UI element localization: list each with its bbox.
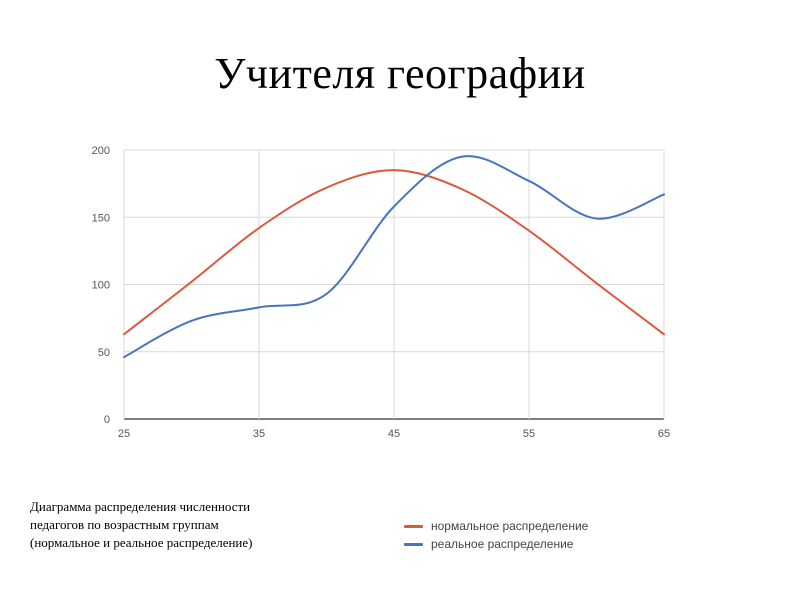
x-tick-label: 55 <box>523 428 535 440</box>
caption-line-3: (нормальное и реальное распределение) <box>30 535 253 550</box>
y-tick-label: 200 <box>92 145 110 157</box>
legend-label-normal: нормальное распределение <box>431 519 589 533</box>
legend-item-normal: нормальное распределение <box>404 517 588 535</box>
chart-legend: нормальное распределение реальное распре… <box>404 517 588 553</box>
slide-title: Учителя географии <box>214 49 586 98</box>
x-tick-label: 45 <box>388 428 400 440</box>
x-tick-label: 25 <box>118 428 130 440</box>
legend-label-real: реальное распределение <box>431 537 574 551</box>
x-tick-label: 65 <box>658 428 670 440</box>
chart-axes: 0 50 100 150 200 25 35 45 55 65 <box>92 145 670 440</box>
legend-swatch-normal <box>404 524 423 528</box>
series-line-normal <box>123 169 665 336</box>
y-tick-label: 50 <box>98 347 110 359</box>
chart-series <box>123 155 665 359</box>
y-tick-label: 100 <box>92 280 110 292</box>
legend-item-real: реальное распределение <box>404 535 588 553</box>
chart-caption: Диаграмма распределения численности педа… <box>30 498 330 552</box>
x-tick-label: 35 <box>253 428 265 440</box>
caption-line-1: Диаграмма распределения численности <box>30 499 251 514</box>
y-tick-label: 150 <box>92 212 110 224</box>
y-tick-label: 0 <box>104 414 110 426</box>
series-line-real <box>123 155 665 359</box>
chart-grid <box>123 149 665 420</box>
legend-swatch-real <box>404 542 423 546</box>
caption-line-2: педагогов по возрастным группам <box>30 517 219 532</box>
